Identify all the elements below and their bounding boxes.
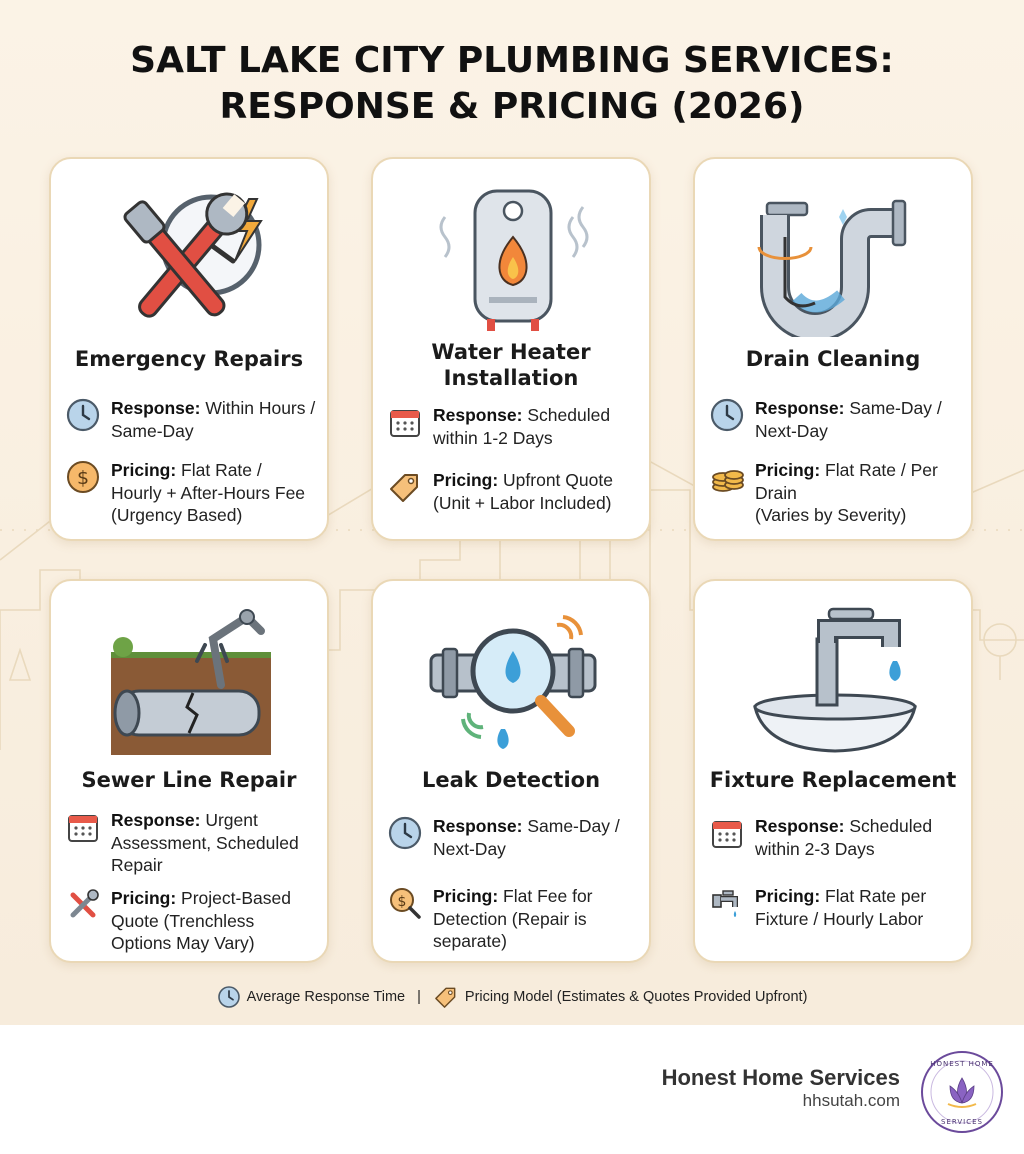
pricing-row: Pricing: Flat Rate per Fixture / Hourly …	[709, 885, 961, 930]
response-value: Scheduled within 1-2 Days	[433, 405, 611, 448]
service-card-fixture-replacement: Fixture Replacement Response: Scheduled …	[693, 579, 973, 963]
pricing-row: $ Pricing: Flat Fee for Detection (Repai…	[387, 885, 639, 953]
service-card-drain-cleaning: Drain Cleaning Response: Same-Day / Next…	[693, 157, 973, 541]
response-row: Response: Within Hours / Same-Day	[65, 397, 317, 442]
water-heater-icon	[439, 189, 589, 331]
service-card-water-heater-installation: Water Heater Installation Response: Sche…	[371, 157, 651, 541]
response-value: Within Hours / Same-Day	[111, 398, 316, 441]
company-url[interactable]: hhsutah.com	[802, 1091, 900, 1110]
svg-text:$: $	[398, 894, 407, 910]
svg-text:$: $	[77, 467, 89, 489]
calendar-icon	[68, 815, 98, 842]
pricing-row: $ Pricing: Flat Rate / Hourly + After-Ho…	[65, 459, 317, 527]
svg-text:SERVICES: SERVICES	[941, 1118, 983, 1126]
calendar-icon	[390, 410, 420, 437]
infographic: SALT LAKE CITY PLUMBING SERVICES: RESPON…	[0, 0, 1024, 1025]
page-title: SALT LAKE CITY PLUMBING SERVICES: RESPON…	[0, 38, 1024, 130]
service-name-line-1: Water Heater	[431, 340, 591, 364]
drain-pipe-icon	[757, 199, 907, 337]
legend-separator: |	[417, 989, 421, 1005]
response-value: Same-Day / Next-Day	[755, 398, 942, 441]
response-label: Response:	[433, 405, 523, 425]
faucet-icon	[712, 890, 738, 917]
service-name: Water Heater Installation	[383, 339, 639, 391]
clock-icon	[66, 398, 100, 432]
response-value: Same-Day / Next-Day	[433, 816, 620, 859]
tools-icon	[70, 889, 99, 918]
dollar-coin-icon: $	[67, 461, 99, 493]
response-row: Response: Same-Day / Next-Day	[709, 397, 961, 442]
faucet-sink-icon	[753, 607, 917, 753]
service-card-sewer-line-repair: Sewer Line Repair Response: Urgent Asses…	[49, 579, 329, 963]
leak-magnifier-icon	[429, 615, 597, 749]
pricing-label: Pricing:	[433, 886, 499, 906]
legend-response: Average Response Time	[246, 989, 406, 1005]
sewer-pipe-icon	[111, 609, 271, 755]
clock-icon	[710, 398, 744, 432]
honest-home-services-logo: HONEST HOME SERVICES	[921, 1051, 1003, 1133]
service-card-emergency-repairs: Emergency Repairs Response: Within Hours…	[49, 157, 329, 541]
pricing-label: Pricing:	[111, 888, 177, 908]
service-name: Emergency Repairs	[74, 347, 304, 371]
service-name: Fixture Replacement	[709, 768, 957, 792]
pricing-row: Pricing: Project-Based Quote (Trenchless…	[65, 887, 317, 955]
pricing-label: Pricing:	[755, 460, 821, 480]
response-label: Response:	[111, 398, 201, 418]
pricing-value: Flat Rate / Hourly + After-Hours Fee (Ur…	[111, 460, 306, 525]
response-row: Response: Scheduled within 2-3 Days	[709, 815, 961, 860]
title-line-2: RESPONSE & PRICING (2026)	[219, 86, 805, 127]
pricing-label: Pricing:	[433, 470, 499, 490]
svg-text:HONEST HOME: HONEST HOME	[930, 1060, 994, 1068]
price-tag-icon	[435, 987, 456, 1008]
pricing-row: Pricing: Upfront Quote (Unit + Labor Inc…	[387, 469, 639, 514]
response-label: Response:	[433, 816, 523, 836]
legend: Average Response Time | Pricing Model (E…	[0, 984, 1024, 1010]
pricing-row: Pricing: Flat Rate / Per Drain (Varies b…	[709, 459, 961, 527]
calendar-icon	[712, 821, 742, 848]
pricing-value: Upfront Quote (Unit + Labor Included)	[433, 470, 613, 513]
pricing-value: Project-Based Quote (Trenchless Options …	[111, 888, 291, 953]
pricing-value: Flat Rate per Fixture / Hourly Labor	[755, 886, 927, 929]
response-value: Scheduled within 2-3 Days	[755, 816, 933, 859]
dollar-search-icon: $	[390, 888, 421, 919]
service-name-line-2: Installation	[443, 366, 579, 390]
response-row: Response: Urgent Assessment, Scheduled R…	[65, 809, 317, 877]
response-row: Response: Same-Day / Next-Day	[387, 815, 639, 860]
pricing-value-line-2: (Varies by Severity)	[755, 505, 907, 525]
response-label: Response:	[755, 398, 845, 418]
coin-stack-icon	[712, 470, 744, 492]
company-name: Honest Home Services	[661, 1065, 900, 1090]
response-label: Response:	[755, 816, 845, 836]
service-name: Sewer Line Repair	[81, 768, 297, 792]
response-row: Response: Scheduled within 1-2 Days	[387, 404, 639, 449]
response-value: Urgent Assessment, Scheduled Repair	[111, 810, 299, 875]
wrench-clock-icon	[123, 192, 263, 318]
response-label: Response:	[111, 810, 201, 830]
legend-pricing: Pricing Model (Estimates & Quotes Provid…	[464, 989, 808, 1005]
service-name: Leak Detection	[421, 768, 601, 792]
price-tag-icon	[390, 474, 418, 502]
clock-icon	[217, 986, 240, 1008]
pricing-value: Flat Fee for Detection (Repair is separa…	[433, 886, 593, 951]
service-card-leak-detection: Leak Detection Response: Same-Day / Next…	[371, 579, 651, 963]
title-line-1: SALT LAKE CITY PLUMBING SERVICES:	[130, 40, 894, 81]
pricing-label: Pricing:	[111, 460, 177, 480]
pricing-value-line-1: Flat Rate / Per Drain	[755, 460, 938, 503]
clock-icon	[388, 816, 422, 850]
pricing-label: Pricing:	[755, 886, 821, 906]
service-name: Drain Cleaning	[745, 347, 921, 371]
